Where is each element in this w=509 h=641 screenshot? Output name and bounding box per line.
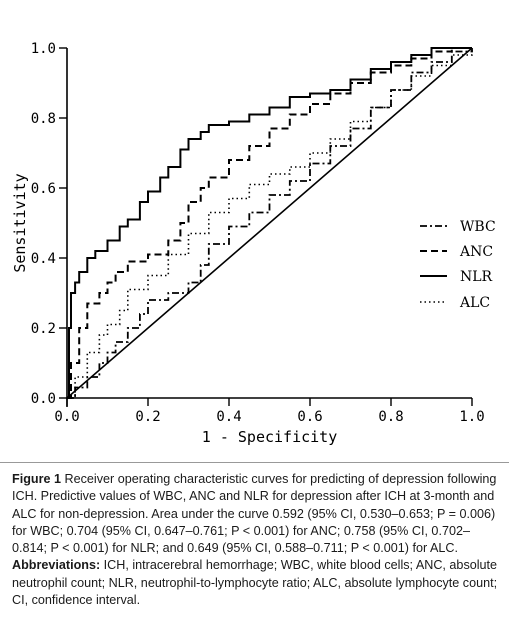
y-tick-label: 0.0 (31, 391, 56, 407)
figure-caption: Figure 1 Receiver operating characterist… (0, 462, 509, 641)
x-tick-label: 1.0 (459, 409, 484, 425)
y-tick-label: 0.4 (31, 251, 56, 267)
reference-diagonal (66, 47, 473, 399)
curve-anc (67, 47, 472, 399)
x-tick-label: 0.8 (378, 409, 403, 425)
abbreviations-text: ICH, intracerebral hemorrhage; WBC, whit… (12, 558, 498, 608)
y-tick-label: 0.8 (31, 111, 56, 127)
reference-line (66, 47, 473, 399)
y-tick-label: 1.0 (31, 41, 56, 57)
roc-curves (67, 47, 473, 399)
x-tick-label: 0.2 (135, 409, 160, 425)
y-axis-label: Sensitivity (11, 173, 29, 272)
figure-text: Receiver operating characteristic curves… (12, 472, 497, 556)
curve-nlr (67, 47, 472, 399)
x-axis-label: 1 - Specificity (202, 428, 337, 446)
legend-label-nlr: NLR (460, 269, 493, 285)
legend-label-wbc: WBC (460, 219, 496, 235)
figure-description: Figure 1 Receiver operating characterist… (12, 471, 499, 557)
y-tick-label: 0.2 (31, 321, 56, 337)
x-tick-label: 0.4 (216, 409, 241, 425)
y-tick-label: 0.6 (31, 181, 56, 197)
abbreviations: Abbreviations: ICH, intracerebral hemorr… (12, 557, 499, 609)
axes: 0.0 0.2 0.4 0.6 0.8 1.0 0.0 0.2 0.4 0.6 0.8 1.0 1 - … (11, 41, 485, 446)
figure-label: Figure 1 (12, 472, 61, 486)
abbreviations-label: Abbreviations: (12, 558, 101, 573)
roc-chart: 0.0 0.2 0.4 0.6 0.8 1.0 0.0 0.2 0.4 0.6 0.8 1.0 1 - … (11, 41, 496, 446)
legend-label-alc: ALC (459, 295, 490, 311)
x-tick-label: 0.0 (54, 409, 79, 425)
legend-label-anc: ANC (459, 244, 493, 260)
legend: WBC ANC NLR ALC (420, 219, 496, 311)
x-tick-label: 0.6 (297, 409, 322, 425)
